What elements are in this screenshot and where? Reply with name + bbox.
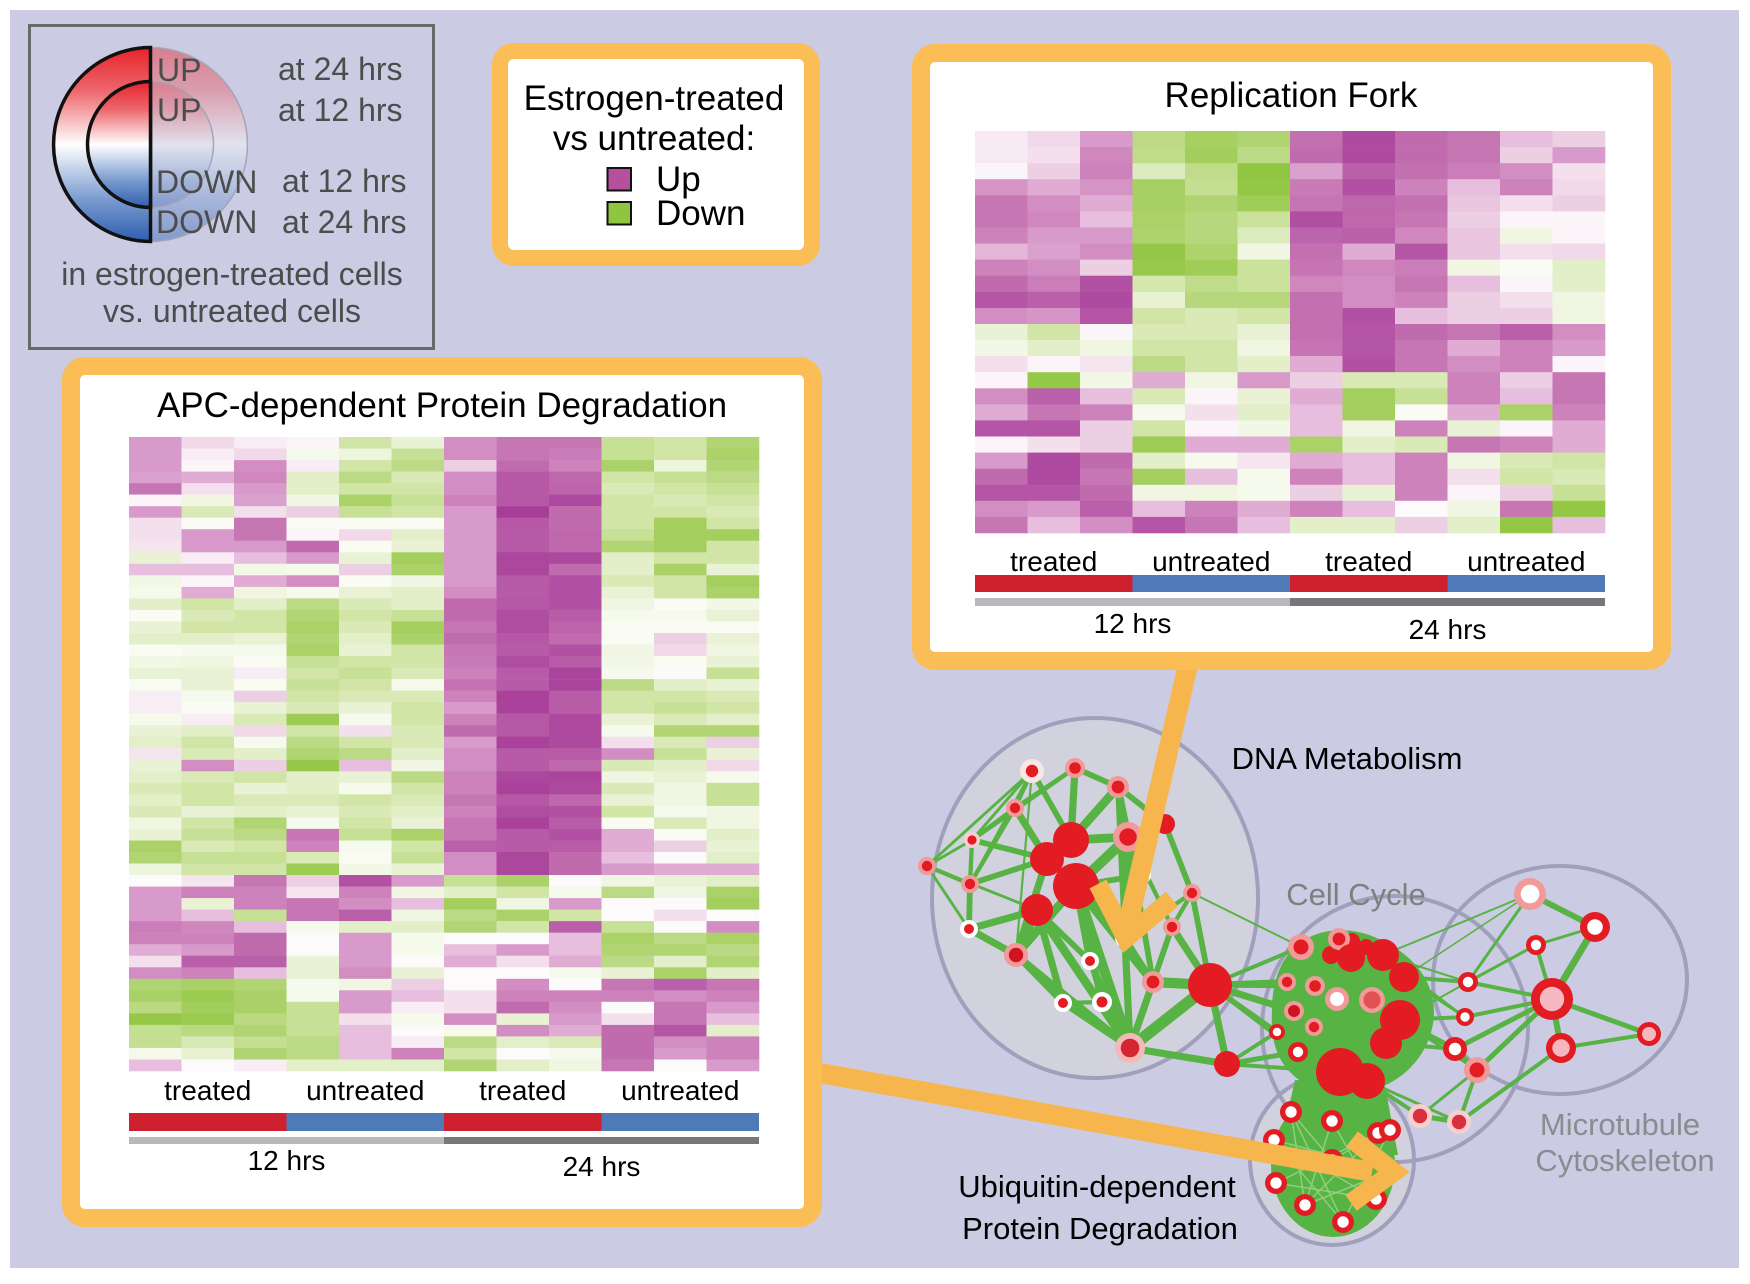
- svg-text:24 hrs: 24 hrs: [563, 1151, 641, 1182]
- svg-text:UP: UP: [157, 52, 201, 88]
- svg-text:12 hrs: 12 hrs: [1094, 608, 1172, 639]
- svg-text:APC-dependent Protein Degradat: APC-dependent Protein Degradation: [157, 386, 727, 425]
- svg-text:untreated: untreated: [621, 1075, 739, 1106]
- svg-text:Cytoskeleton: Cytoskeleton: [1535, 1143, 1714, 1178]
- svg-text:at 12 hrs: at 12 hrs: [278, 92, 403, 128]
- svg-text:DNA Metabolism: DNA Metabolism: [1232, 741, 1463, 776]
- svg-text:at 24 hrs: at 24 hrs: [278, 51, 403, 87]
- svg-text:at 24 hrs: at 24 hrs: [282, 204, 407, 240]
- svg-text:at 12 hrs: at 12 hrs: [282, 163, 407, 199]
- svg-text:treated: treated: [479, 1075, 566, 1106]
- svg-text:untreated: untreated: [306, 1075, 424, 1106]
- svg-text:Ubiquitin-dependent: Ubiquitin-dependent: [958, 1169, 1236, 1204]
- svg-text:DOWN: DOWN: [156, 164, 257, 200]
- svg-text:12 hrs: 12 hrs: [248, 1145, 326, 1176]
- svg-text:in estrogen-treated cells: in estrogen-treated cells: [61, 256, 403, 292]
- svg-text:Up: Up: [656, 160, 701, 199]
- svg-text:Down: Down: [656, 194, 745, 233]
- svg-text:treated: treated: [1010, 546, 1097, 577]
- svg-text:Microtubule: Microtubule: [1540, 1107, 1700, 1142]
- svg-text:treated: treated: [164, 1075, 251, 1106]
- svg-text:24 hrs: 24 hrs: [1409, 614, 1487, 645]
- svg-text:treated: treated: [1325, 546, 1412, 577]
- svg-text:DOWN: DOWN: [156, 204, 257, 240]
- svg-text:vs. untreated cells: vs. untreated cells: [103, 293, 361, 329]
- svg-text:Replication Fork: Replication Fork: [1165, 76, 1418, 115]
- svg-text:UP: UP: [157, 92, 201, 128]
- svg-text:vs untreated:: vs untreated:: [553, 119, 755, 158]
- svg-text:untreated: untreated: [1152, 546, 1270, 577]
- svg-text:Protein Degradation: Protein Degradation: [962, 1211, 1238, 1246]
- svg-text:untreated: untreated: [1467, 546, 1585, 577]
- svg-text:Estrogen-treated: Estrogen-treated: [524, 79, 785, 118]
- svg-text:Cell Cycle: Cell Cycle: [1286, 877, 1426, 912]
